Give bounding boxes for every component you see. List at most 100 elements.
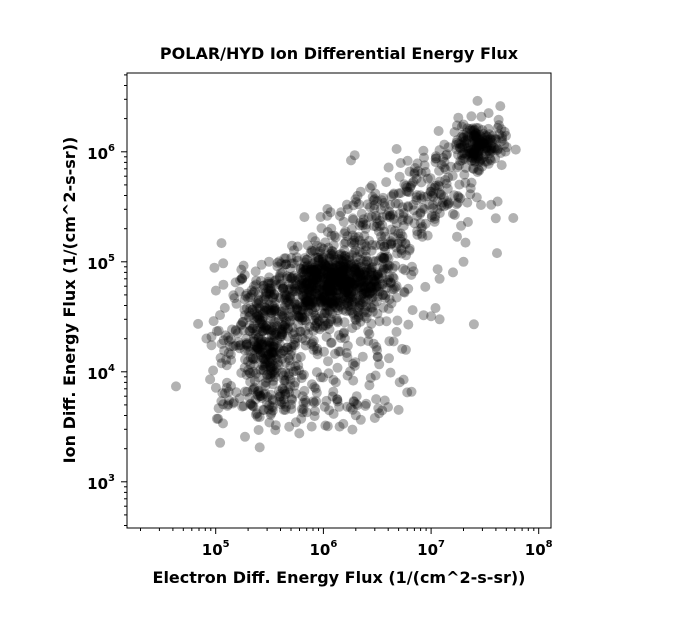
data-point: [226, 381, 236, 391]
data-point: [406, 269, 417, 280]
data-point: [324, 324, 335, 335]
data-point: [287, 394, 298, 405]
data-point: [235, 340, 246, 350]
data-point: [300, 280, 311, 291]
data-point: [282, 342, 293, 353]
data-point: [263, 276, 274, 287]
data-point: [277, 320, 288, 330]
data-point: [500, 146, 511, 157]
data-point: [386, 298, 397, 309]
data-point: [350, 263, 361, 274]
data-point: [453, 112, 464, 123]
data-point: [356, 286, 367, 297]
data-point: [328, 263, 339, 273]
data-point: [385, 211, 396, 222]
data-point: [361, 259, 371, 270]
data-point: [335, 275, 346, 286]
data-point: [348, 291, 358, 302]
data-point: [455, 143, 466, 154]
data-point: [311, 264, 322, 274]
data-point: [277, 327, 288, 337]
data-point: [292, 255, 303, 266]
data-point: [300, 265, 311, 276]
data-point: [332, 315, 343, 326]
data-point: [255, 390, 266, 401]
data-point: [339, 238, 350, 249]
data-point: [328, 299, 338, 310]
data-point: [300, 274, 311, 285]
data-point: [372, 286, 383, 297]
data-point: [457, 155, 468, 166]
data-point: [492, 248, 502, 259]
data-point: [361, 398, 372, 409]
data-point: [434, 208, 445, 219]
data-point: [356, 288, 367, 299]
data-point: [472, 141, 483, 152]
data-point: [261, 369, 272, 380]
data-point: [323, 318, 334, 329]
data-point: [263, 349, 274, 360]
data-point: [386, 238, 397, 249]
data-point: [283, 311, 294, 322]
data-point: [248, 345, 259, 355]
data-point: [250, 329, 261, 340]
data-point: [479, 140, 490, 150]
data-point: [311, 387, 322, 398]
data-point: [227, 324, 237, 335]
data-point: [273, 292, 284, 303]
data-point: [302, 295, 313, 306]
data-point: [269, 347, 280, 358]
data-point: [351, 283, 362, 294]
data-point: [358, 277, 369, 288]
data-point: [324, 271, 335, 282]
data-point: [483, 145, 494, 156]
data-point: [349, 396, 359, 407]
data-point: [337, 266, 348, 276]
data-point: [338, 258, 348, 269]
data-point: [352, 272, 363, 283]
data-point: [245, 352, 256, 363]
data-point: [308, 307, 319, 318]
data-point: [229, 293, 240, 304]
data-point: [394, 171, 405, 182]
data-point: [362, 255, 373, 266]
data-point: [300, 395, 311, 406]
data-point: [318, 313, 328, 323]
data-point: [310, 320, 321, 331]
data-point: [377, 252, 388, 263]
data-point: [270, 297, 280, 308]
data-point: [255, 391, 266, 401]
data-point: [434, 176, 445, 187]
data-point: [370, 270, 381, 281]
data-point: [283, 324, 293, 335]
data-point: [378, 264, 389, 275]
data-point: [457, 142, 468, 153]
data-point: [347, 282, 358, 292]
data-point: [307, 275, 318, 286]
data-point: [310, 406, 320, 416]
data-point: [305, 294, 316, 305]
data-point: [363, 212, 374, 223]
data-point: [332, 396, 343, 407]
data-point: [304, 278, 315, 289]
data-point: [471, 129, 482, 139]
data-point: [467, 139, 478, 150]
data-point: [321, 284, 331, 295]
data-point: [268, 360, 279, 371]
data-point: [379, 252, 390, 263]
data-point: [337, 293, 348, 304]
data-point: [347, 307, 358, 318]
data-point: [260, 305, 271, 316]
data-point: [312, 313, 323, 324]
data-point: [337, 268, 348, 279]
data-point: [272, 261, 283, 272]
data-point: [425, 186, 436, 197]
data-point: [338, 418, 349, 429]
data-point: [335, 270, 346, 281]
data-point: [216, 338, 227, 349]
data-point: [469, 146, 480, 157]
data-point: [358, 217, 369, 228]
data-point: [293, 311, 304, 322]
data-point: [468, 148, 478, 159]
data-point: [303, 275, 314, 286]
